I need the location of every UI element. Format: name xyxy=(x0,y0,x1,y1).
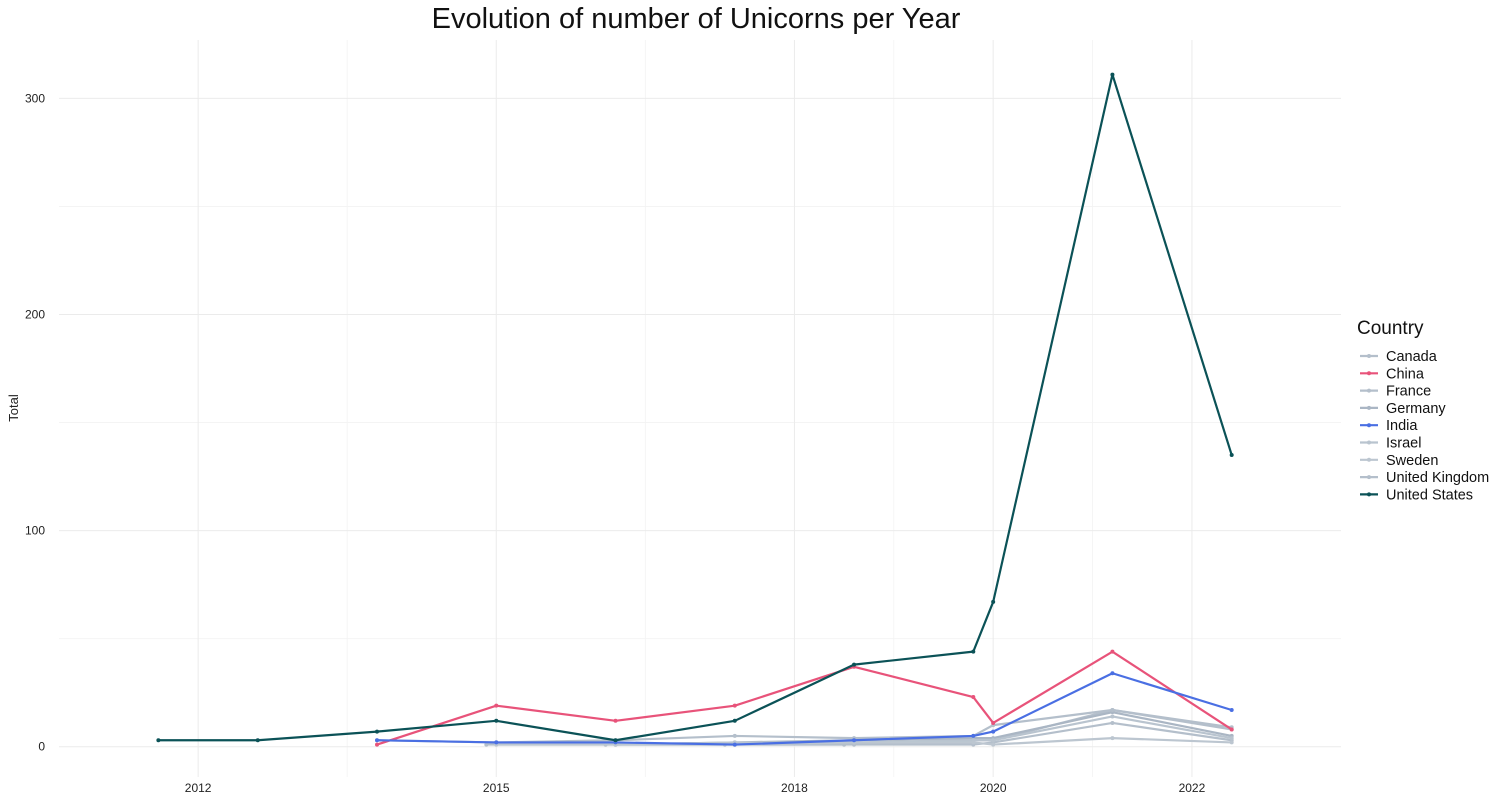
data-point-united-states xyxy=(255,738,260,743)
y-tick-label: 200 xyxy=(25,307,45,321)
x-tick-label: 2022 xyxy=(1179,781,1206,795)
data-point-india xyxy=(852,738,857,743)
series-china xyxy=(375,649,1234,747)
data-point-china xyxy=(971,695,976,700)
data-point-china xyxy=(732,703,737,708)
series-india xyxy=(375,671,1234,747)
data-point-canada xyxy=(484,742,489,747)
data-point-united-kingdom xyxy=(732,733,737,738)
legend-key-point xyxy=(1367,475,1371,480)
data-point-india xyxy=(1110,671,1115,676)
legend-key-point xyxy=(1367,457,1371,462)
data-point-france xyxy=(1110,720,1115,725)
series-united-states xyxy=(156,72,1234,743)
axes: Evolution of number of Unicorns per Year… xyxy=(6,3,1206,795)
data-point-china xyxy=(613,718,618,723)
legend-label-united-states: United States xyxy=(1386,487,1473,503)
y-tick-label: 0 xyxy=(38,740,45,754)
legend-item-israel: Israel xyxy=(1360,436,1421,452)
y-axis-title: Total xyxy=(6,394,21,422)
y-tick-label: 100 xyxy=(25,524,45,538)
data-point-sweden xyxy=(991,742,996,747)
chart-title: Evolution of number of Unicorns per Year xyxy=(432,3,961,35)
data-point-china xyxy=(375,742,380,747)
data-point-sweden xyxy=(971,740,976,745)
legend-item-india: India xyxy=(1360,418,1418,434)
series-line-sweden xyxy=(495,736,1233,746)
data-point-united-states xyxy=(375,729,380,734)
data-point-india xyxy=(375,738,380,743)
legend-label-germany: Germany xyxy=(1386,401,1446,417)
data-point-united-states xyxy=(494,718,499,723)
series-line-israel xyxy=(614,715,1233,746)
legend-item-france: France xyxy=(1360,384,1431,400)
legend-key-point xyxy=(1367,423,1371,428)
data-point-sweden xyxy=(1229,740,1234,745)
legend-key-point xyxy=(1367,440,1371,445)
x-tick-label: 2020 xyxy=(980,781,1007,795)
legend-label-united-kingdom: United Kingdom xyxy=(1386,470,1489,486)
legend-key-point xyxy=(1367,354,1371,358)
legend-key-point xyxy=(1367,492,1371,497)
legend-item-united-kingdom: United Kingdom xyxy=(1360,470,1489,486)
data-point-china xyxy=(494,703,499,708)
data-point-united-states xyxy=(1110,72,1115,77)
data-point-united-kingdom xyxy=(1110,708,1115,712)
series xyxy=(156,72,1234,747)
data-point-united-states xyxy=(852,662,857,667)
grid xyxy=(59,40,1341,777)
y-axis-ticks: 0 100 200 300 xyxy=(25,91,45,753)
data-point-israel xyxy=(1229,736,1234,741)
legend-item-sweden: Sweden xyxy=(1360,453,1438,469)
x-tick-label: 2018 xyxy=(781,781,808,795)
legend-item-china: China xyxy=(1360,366,1425,382)
data-point-israel xyxy=(1110,714,1115,719)
legend-label-canada: Canada xyxy=(1386,349,1438,365)
x-tick-label: 2012 xyxy=(185,781,212,795)
legend-label-india: India xyxy=(1386,418,1418,434)
data-point-united-states xyxy=(156,738,161,743)
legend-item-germany: Germany xyxy=(1360,401,1446,417)
data-point-china xyxy=(1229,727,1234,732)
data-point-china xyxy=(991,720,996,725)
data-point-india xyxy=(971,733,976,738)
legend-key-point xyxy=(1367,388,1371,393)
legend-item-united-states: United States xyxy=(1360,487,1473,503)
data-point-united-states xyxy=(732,718,737,723)
legend-label-israel: Israel xyxy=(1386,436,1421,452)
legend-label-france: France xyxy=(1386,384,1431,400)
x-tick-label: 2015 xyxy=(483,781,510,795)
data-point-india xyxy=(732,742,737,747)
data-point-india xyxy=(991,729,996,734)
legend-item-canada: Canada xyxy=(1360,349,1438,365)
series-line-china xyxy=(375,650,1233,746)
data-point-united-states xyxy=(613,738,618,743)
data-point-united-states xyxy=(1229,452,1234,457)
legend-title: Country xyxy=(1357,318,1424,339)
data-point-sweden xyxy=(1110,736,1115,741)
series-line-united-states xyxy=(157,73,1233,742)
x-axis-ticks: 2012 2015 2018 2020 2022 xyxy=(185,781,1206,795)
data-point-india xyxy=(494,740,499,745)
legend-key-point xyxy=(1367,405,1371,410)
data-point-india xyxy=(1229,708,1234,712)
legend-label-sweden: Sweden xyxy=(1386,453,1438,469)
legend-label-china: China xyxy=(1386,366,1425,382)
data-point-israel xyxy=(991,738,996,743)
y-tick-label: 300 xyxy=(25,91,45,105)
legend-key-point xyxy=(1367,371,1371,376)
data-point-china xyxy=(1110,649,1115,654)
data-point-united-states xyxy=(971,649,976,654)
data-point-united-states xyxy=(991,599,996,604)
